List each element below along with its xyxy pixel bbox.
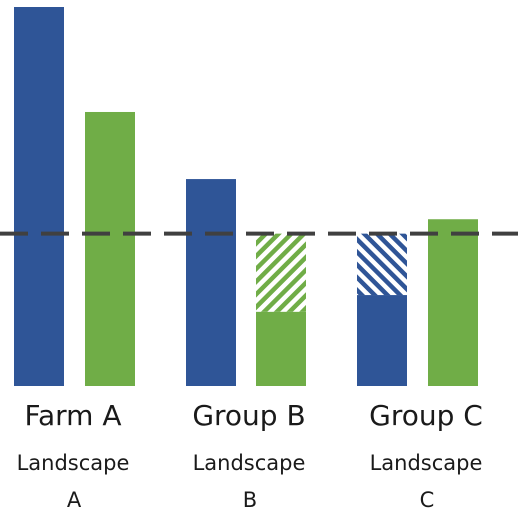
bar-3-1-blue xyxy=(357,295,407,386)
bar-hatched-segment-2-2 xyxy=(256,233,306,312)
bar-2-2-green xyxy=(256,311,306,386)
bars-layer xyxy=(14,7,478,386)
bar-2-1-blue xyxy=(186,179,236,386)
group-sublabel-line: Landscape xyxy=(193,451,306,475)
group-sublabel-line: Landscape xyxy=(370,451,483,475)
group-sublabel-line: A xyxy=(67,488,82,512)
group-label: Group C xyxy=(369,399,483,432)
group-sublabel-line: Landscape xyxy=(17,451,130,475)
group-label: Farm A xyxy=(24,399,121,432)
group-label: Group B xyxy=(192,399,305,432)
group-sublabel-line: C xyxy=(420,488,435,512)
bar-hatched-segment-3-1 xyxy=(357,233,407,296)
category-labels-layer: Farm A Landscape A Group B Landscape B Group C… xyxy=(17,399,483,512)
group-sublabel-line: B xyxy=(243,488,257,512)
bar-3-2-green xyxy=(428,219,478,386)
bar-1-2-green xyxy=(85,111,135,386)
bar-1-1-blue xyxy=(14,7,64,386)
